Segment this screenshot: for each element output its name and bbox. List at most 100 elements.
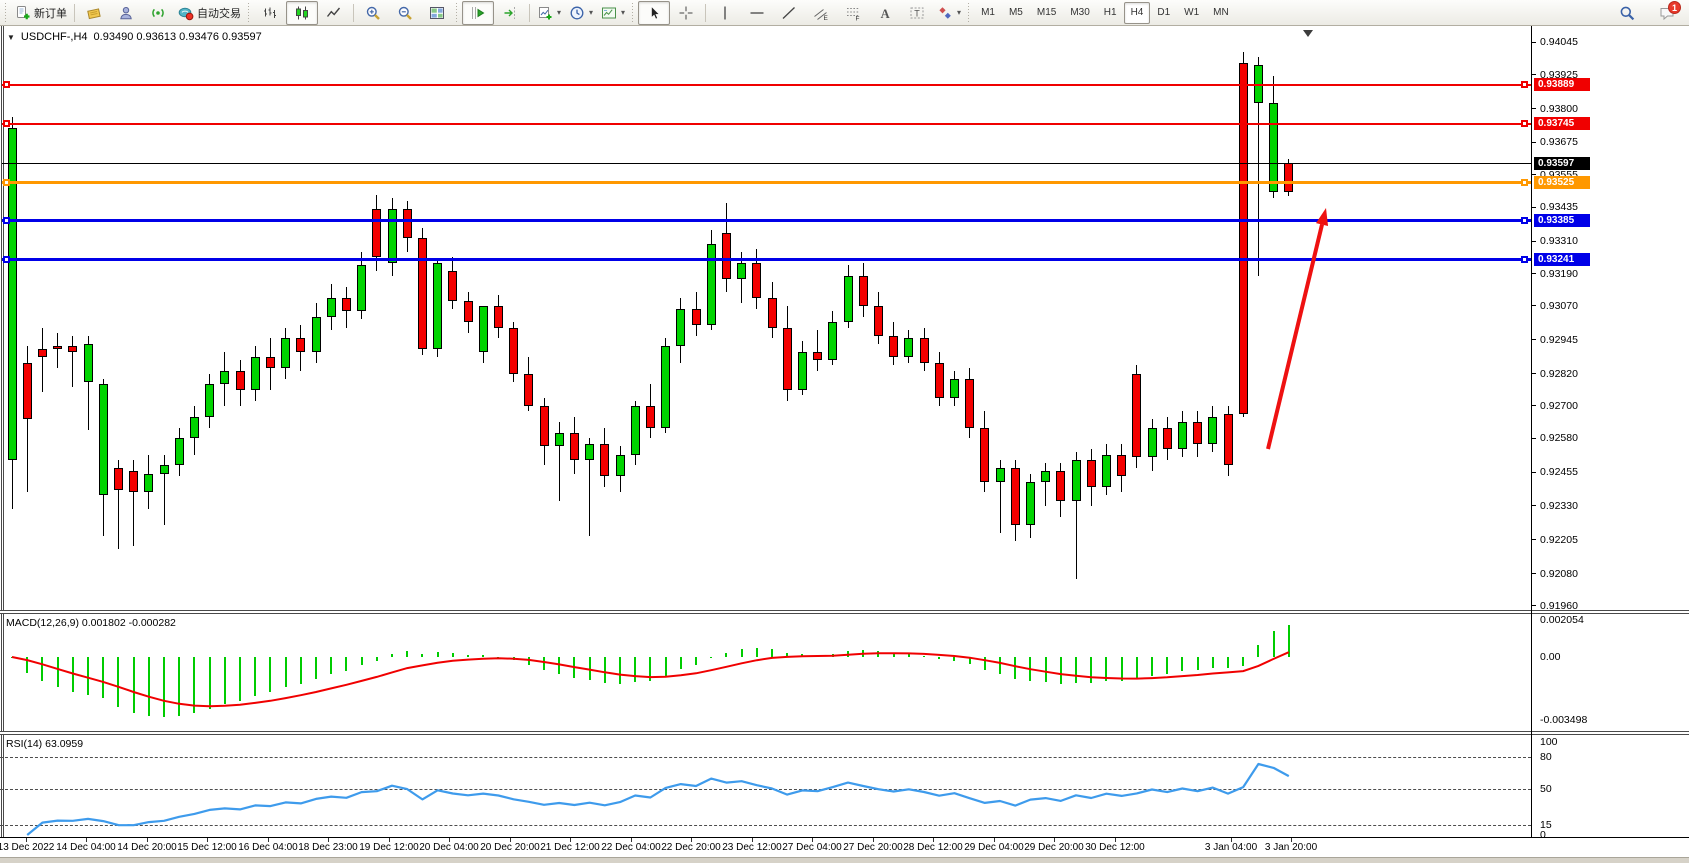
candle-body (721, 232, 731, 279)
candle-body (828, 322, 838, 360)
search-button[interactable] (1611, 1, 1643, 25)
panel-separator-macd[interactable] (0, 610, 1689, 614)
cursor-tool-button[interactable] (638, 0, 671, 25)
candle-body (250, 357, 260, 390)
line-handle[interactable] (3, 256, 10, 264)
macd-histogram-bar (664, 657, 667, 676)
candle-wick (87, 335, 89, 431)
chart-shift-button[interactable] (494, 1, 526, 25)
line-handle[interactable] (1521, 256, 1528, 264)
macd-indicator-label: MACD(12,26,9) 0.001802 -0.000282 (6, 617, 176, 629)
price-tick (1532, 505, 1536, 507)
auto-scroll-button[interactable] (462, 0, 494, 25)
timeframe-h1[interactable]: H1 (1103, 7, 1117, 18)
horizontal-line-object[interactable] (2, 219, 1531, 223)
zoom-in-button[interactable] (357, 1, 389, 25)
candlestick-mode-button[interactable] (286, 0, 318, 25)
new-order-button[interactable]: 新订单 (11, 1, 71, 25)
time-label: 14 Dec 20:00 (117, 842, 177, 853)
chart-left-edge-inner (3, 26, 4, 837)
horizontal-line-object[interactable] (2, 258, 1531, 262)
price-tick (1532, 339, 1536, 341)
macd-histogram-bar (603, 657, 606, 683)
chart-title[interactable]: ▼ USDCHF-,H4 0.93490 0.93613 0.93476 0.9… (7, 31, 262, 43)
timeframe-m1[interactable]: M1 (981, 7, 995, 18)
time-label: 22 Dec 04:00 (601, 842, 661, 853)
rsi-panel: RSI(14) 63.0959 (0, 735, 1531, 837)
candle-body (706, 243, 716, 325)
timeframe-m30[interactable]: M30 (1070, 7, 1090, 18)
line-handle[interactable] (1521, 120, 1528, 128)
price-tick (1532, 405, 1536, 407)
line-handle[interactable] (3, 217, 10, 225)
cursor-icon (646, 5, 662, 21)
horizontal-line-object[interactable] (2, 83, 1531, 86)
price-axis[interactable]: 0.94045 0.93925 0.93800 0.93675 0.93555 0.934… (1531, 26, 1689, 841)
fibonacci-icon: F (845, 5, 861, 21)
line-handle[interactable] (1521, 179, 1528, 187)
timeframe-w1[interactable]: W1 (1184, 7, 1200, 18)
line-chart-mode-button[interactable] (318, 1, 350, 25)
time-tick (510, 838, 511, 842)
ledger-icon (86, 5, 102, 21)
macd-histogram-bar (1120, 657, 1123, 681)
ledger-button[interactable] (78, 1, 110, 25)
crosshair-tool-button[interactable] (670, 1, 702, 25)
line-handle[interactable] (3, 179, 10, 187)
price-tick-label: 0.93675 (1540, 136, 1578, 149)
zoom-out-button[interactable] (389, 1, 421, 25)
price-tick-label: 0.91960 (1540, 599, 1578, 612)
horizontal-line-tool-button[interactable] (741, 1, 773, 25)
timeframe-h4[interactable]: H4 (1123, 1, 1151, 24)
rsi-indicator-label: RSI(14) 63.0959 (6, 738, 83, 750)
auto-trading-button[interactable]: 自动交易 (174, 1, 245, 25)
candle-body (205, 384, 215, 417)
panel-separator-rsi[interactable] (0, 731, 1689, 735)
tile-windows-button[interactable] (421, 1, 453, 25)
bar-chart-mode-button[interactable] (254, 1, 286, 25)
candle-body (387, 208, 397, 263)
timeframe-mn[interactable]: MN (1213, 7, 1229, 18)
period-icon (569, 5, 585, 21)
vertical-line-tool-button[interactable] (709, 1, 741, 25)
fibonacci-tool-button[interactable]: F (837, 1, 869, 25)
time-label: 27 Dec 20:00 (843, 842, 903, 853)
templates-button[interactable]: ▾ (597, 1, 629, 25)
macd-histogram-bar (421, 654, 424, 657)
price-tick (1532, 373, 1536, 375)
shapes-icon (937, 5, 953, 21)
chart-menu-icon[interactable]: ▼ (7, 32, 15, 42)
arrows-tool-button[interactable]: ▾ (933, 1, 965, 25)
horizontal-line-object[interactable] (2, 181, 1531, 185)
line-handle[interactable] (3, 120, 10, 128)
horizontal-line-object[interactable] (2, 122, 1531, 125)
market-watch-button[interactable] (110, 1, 142, 25)
macd-histogram-bar (1105, 657, 1108, 682)
rsi-value: 63.0959 (45, 738, 84, 750)
notifications-button[interactable]: 1 (1651, 0, 1683, 25)
channel-tool-button[interactable]: E (805, 1, 837, 25)
candle-body (965, 378, 975, 428)
macd-histogram-bar (1135, 657, 1138, 679)
candle-wick (1045, 462, 1047, 506)
time-axis[interactable]: 13 Dec 2022 14 Dec 04:00 14 Dec 20:00 15 De… (0, 837, 1689, 858)
timeframe-d1[interactable]: D1 (1157, 7, 1171, 18)
trendline-tool-button[interactable] (773, 1, 805, 25)
candle-wick (163, 454, 165, 525)
candle-body (159, 465, 169, 474)
text-tool-button[interactable]: A (869, 1, 901, 25)
text-label-tool-button[interactable]: T (901, 1, 933, 25)
candle-body (980, 427, 990, 482)
new-chart-button[interactable]: ▾ (533, 1, 565, 25)
macd-histogram-bar (543, 657, 545, 671)
line-handle[interactable] (1521, 217, 1528, 225)
timeframe-m15[interactable]: M15 (1036, 7, 1057, 18)
macd-histogram-bar (436, 652, 439, 657)
periods-button[interactable]: ▾ (565, 1, 597, 25)
signals-button[interactable] (142, 1, 174, 25)
time-tick (631, 838, 632, 842)
macd-histogram-bar (923, 655, 925, 657)
timeframe-m5[interactable]: M5 (1008, 7, 1023, 18)
line-handle[interactable] (3, 81, 10, 89)
line-handle[interactable] (1521, 81, 1528, 89)
